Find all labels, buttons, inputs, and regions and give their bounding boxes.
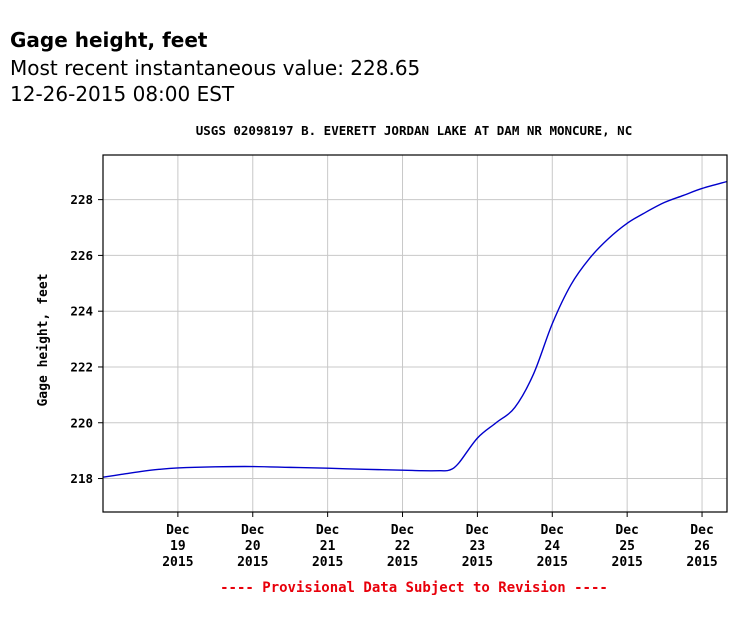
timestamp-text: 12-26-2015 08:00 EST — [10, 82, 235, 106]
y-axis-label: Gage height, feet — [36, 273, 51, 406]
x-tick-label: 20 — [245, 539, 261, 554]
x-tick-label: 2015 — [237, 555, 268, 570]
chart-container: USGS 02098197 B. EVERETT JORDAN LAKE AT … — [0, 110, 749, 620]
x-tick-label: 21 — [320, 539, 336, 554]
plot-frame — [102, 154, 728, 513]
x-tick-label: Dec — [466, 523, 489, 538]
y-tick-label: 226 — [70, 248, 93, 263]
grid-lines — [103, 155, 727, 512]
x-tick-label: 2015 — [312, 555, 343, 570]
x-tick-label: Dec — [241, 523, 264, 538]
recent-value-text: Most recent instantaneous value: 228.65 — [10, 56, 421, 80]
y-tick-labels: 218 220 222 224 226 228 — [70, 192, 103, 486]
gage-height-series-line — [102, 180, 728, 478]
x-tick-label: 2015 — [612, 555, 643, 570]
y-tick-label: 228 — [70, 192, 93, 207]
x-tick-label: 2015 — [537, 555, 568, 570]
y-tick-label: 222 — [70, 359, 93, 374]
series-layer — [102, 180, 728, 478]
chart-title: USGS 02098197 B. EVERETT JORDAN LAKE AT … — [196, 123, 633, 138]
x-tick-label: Dec — [615, 523, 638, 538]
x-tick-label: Dec — [391, 523, 414, 538]
cropped-footer-text — [0, 621, 400, 630]
x-tick-label: 2015 — [462, 555, 493, 570]
x-tick-label: 23 — [470, 539, 486, 554]
x-tick-labels: Dec192015Dec202015Dec212015Dec222015Dec2… — [162, 512, 718, 570]
x-tick-label: 2015 — [686, 555, 717, 570]
x-tick-label: 2015 — [387, 555, 418, 570]
y-tick-label: 218 — [70, 471, 93, 486]
x-tick-label: Dec — [316, 523, 339, 538]
x-tick-label: 25 — [619, 539, 635, 554]
y-tick-label: 220 — [70, 415, 93, 430]
provisional-data-note: ---- Provisional Data Subject to Revisio… — [220, 580, 608, 596]
x-tick-label: Dec — [541, 523, 564, 538]
x-tick-label: 19 — [170, 539, 186, 554]
x-tick-label: 24 — [544, 539, 560, 554]
gage-height-chart: USGS 02098197 B. EVERETT JORDAN LAKE AT … — [36, 123, 728, 596]
page-title: Gage height, feet — [10, 28, 208, 52]
x-tick-label: Dec — [690, 523, 713, 538]
x-tick-label: 2015 — [162, 555, 193, 570]
x-tick-label: Dec — [166, 523, 189, 538]
y-tick-label: 224 — [70, 304, 93, 319]
x-tick-label: 26 — [694, 539, 710, 554]
x-tick-label: 22 — [395, 539, 411, 554]
